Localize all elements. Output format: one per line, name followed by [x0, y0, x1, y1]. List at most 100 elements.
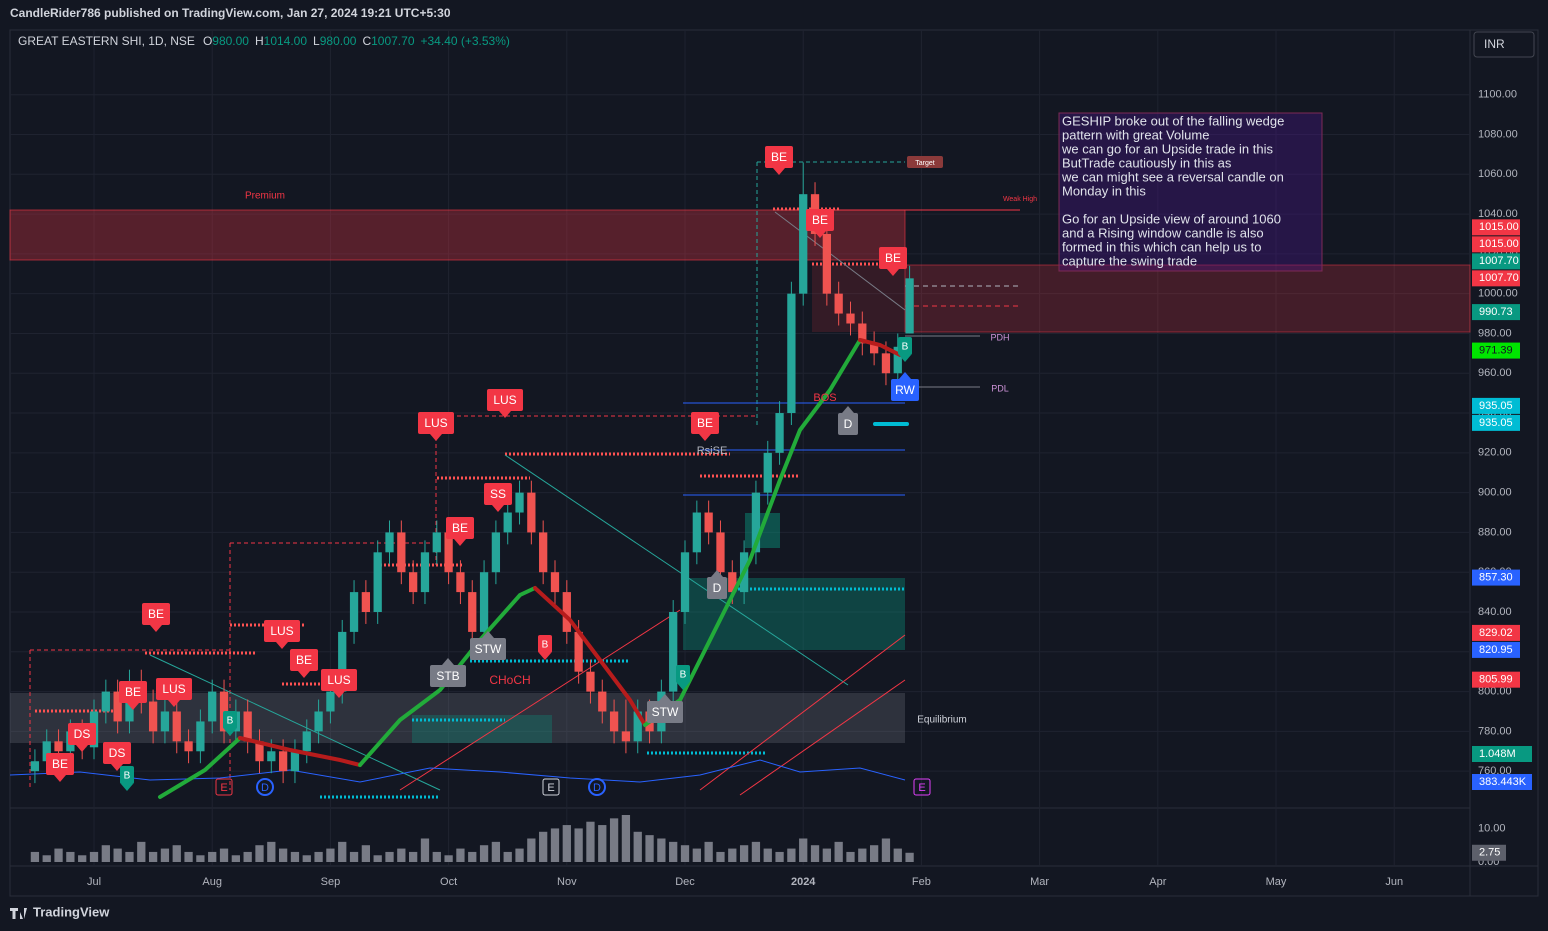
annotation-text: PDL — [991, 383, 1009, 393]
candle-body — [905, 278, 914, 334]
marker-label: BE — [52, 757, 68, 771]
candle-body — [184, 741, 193, 752]
marker-label: BE — [148, 607, 164, 621]
marker-box — [838, 413, 858, 435]
volume-bar — [172, 845, 181, 862]
marker-label: D — [844, 417, 853, 431]
x-tick-label: Apr — [1149, 876, 1166, 888]
price-label: 820.95 — [1479, 644, 1513, 656]
candle-body — [550, 572, 560, 593]
currency[interactable]: INR — [1484, 37, 1505, 51]
volume-bar — [349, 851, 359, 862]
marker-box — [707, 577, 727, 599]
x-tick-label: May — [1266, 876, 1287, 888]
y-tick-label: 980.00 — [1478, 327, 1512, 339]
marker-pointer — [699, 434, 711, 441]
marker-label: SS — [490, 487, 506, 501]
marker-pointer — [121, 784, 133, 791]
wedge-line — [774, 211, 906, 311]
marker-pointer — [899, 355, 911, 362]
candle-body — [633, 711, 642, 742]
candle-body — [704, 512, 713, 533]
marker-label: BE — [885, 251, 901, 265]
price-label-bg — [1472, 219, 1520, 236]
volume-bar — [101, 845, 110, 862]
candle-body — [243, 711, 252, 742]
marker-label: STW — [475, 642, 502, 656]
candle-body — [716, 532, 725, 573]
marker-pointer — [276, 642, 288, 649]
marker-pointer — [298, 671, 310, 678]
marker-pointer — [539, 653, 551, 660]
volume-bar — [869, 845, 879, 862]
ohlc-key: C — [362, 34, 371, 48]
volume-last-bg — [1472, 844, 1506, 861]
marker-box — [879, 247, 907, 269]
marker-label: BE — [812, 213, 828, 227]
marker: DS — [68, 723, 96, 752]
volume-bar — [905, 852, 914, 862]
volume-bar — [621, 815, 631, 862]
price-label-bg — [1472, 671, 1520, 688]
marker: BE — [446, 517, 474, 546]
y-tick-label: 920.00 — [1478, 447, 1512, 459]
marker-box — [487, 389, 523, 411]
volume-bar — [196, 855, 205, 862]
currency-button[interactable] — [1473, 31, 1535, 58]
marker-label: LUS — [270, 624, 293, 638]
annotation-text: BOS — [813, 392, 836, 404]
marker-label: BE — [296, 653, 312, 667]
marker: B — [120, 766, 134, 791]
candle-body — [432, 532, 441, 553]
marker-label: LUS — [162, 682, 185, 696]
marker-label: RW — [895, 383, 915, 397]
x-tick-label: Jun — [1385, 876, 1403, 888]
volume-bar — [669, 841, 678, 862]
brand: TradingView — [33, 904, 110, 919]
marker: BE — [765, 146, 793, 175]
text-box-line: GESHIP broke out of the falling wedge — [1062, 113, 1284, 128]
tradingview-logo: TradingView — [10, 904, 110, 919]
annotation-text: RsiSE — [697, 445, 728, 457]
price-label-bg — [1472, 342, 1520, 359]
published-line: CandleRider786 published on TradingView.… — [10, 6, 451, 20]
price-label-bg — [1472, 414, 1520, 431]
price-label: 1015.00 — [1479, 238, 1519, 250]
marker-box — [119, 681, 147, 703]
volume-bar — [113, 848, 122, 862]
marker-box — [898, 337, 912, 355]
candle-body — [598, 691, 607, 712]
volume-ma-line — [9, 759, 906, 783]
price-label-bg — [1472, 569, 1520, 586]
price-label: 971.39 — [1479, 344, 1513, 356]
volume-bar — [751, 841, 761, 862]
annotation-text: E — [220, 782, 227, 794]
marker-pointer — [492, 505, 504, 512]
volume-bar — [290, 851, 300, 862]
marker: BE — [119, 681, 147, 710]
volume-bar — [409, 851, 418, 862]
text-box-line: ButTrade cautiously in this as — [1062, 155, 1232, 170]
volume-bar — [243, 851, 252, 862]
candle-body — [208, 691, 217, 722]
annotation-text: D — [261, 782, 269, 794]
price-label-bg — [1472, 304, 1520, 321]
candle-body — [669, 612, 678, 692]
marker-box — [691, 412, 719, 434]
volume-bar — [267, 841, 276, 862]
candle-body — [196, 721, 205, 752]
marker-pointer — [773, 168, 785, 175]
candle-body — [314, 711, 323, 732]
volume-bar — [562, 825, 571, 862]
target-box — [907, 156, 943, 168]
candle-body — [409, 572, 418, 593]
volume-bar — [184, 851, 193, 862]
volume-bar — [338, 841, 347, 862]
marker-label: B — [542, 640, 549, 651]
text-box-line: Monday in this — [1062, 183, 1146, 198]
channel-line — [739, 679, 906, 796]
candle-body — [54, 741, 63, 752]
marker: LUS — [418, 412, 454, 441]
x-tick-label: Dec — [675, 876, 695, 888]
